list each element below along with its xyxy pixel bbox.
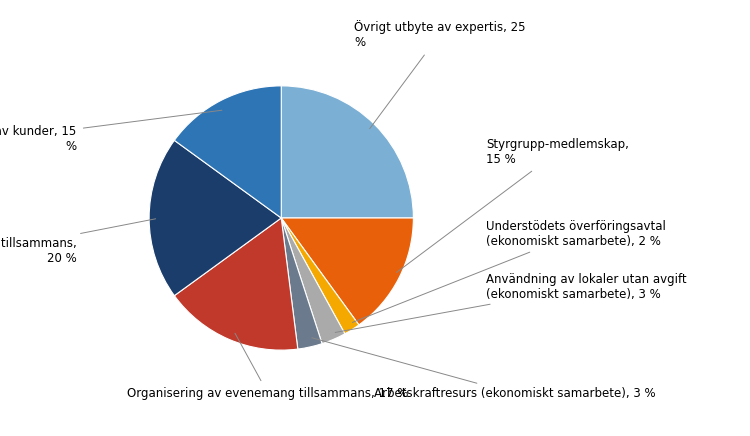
Text: Övrigt utbyte av expertis, 25
%: Övrigt utbyte av expertis, 25 % xyxy=(354,20,526,129)
Wedge shape xyxy=(174,218,298,350)
Wedge shape xyxy=(281,218,359,334)
Wedge shape xyxy=(281,218,322,349)
Text: Användning av lokaler utan avgift
(ekonomiskt samarbete), 3 %: Användning av lokaler utan avgift (ekono… xyxy=(335,272,687,332)
Text: Kommunikation tillsammans,
20 %: Kommunikation tillsammans, 20 % xyxy=(0,219,155,265)
Wedge shape xyxy=(281,86,413,218)
Text: Styrgrupp-medlemskap,
15 %: Styrgrupp-medlemskap, 15 % xyxy=(397,138,629,272)
Text: Arbetskraftresurs (ekonomiskt samarbete), 3 %: Arbetskraftresurs (ekonomiskt samarbete)… xyxy=(312,338,656,400)
Wedge shape xyxy=(281,218,413,325)
Text: Organisering av evenemang tillsammans, 17 %: Organisering av evenemang tillsammans, 1… xyxy=(128,333,409,400)
Wedge shape xyxy=(281,218,345,344)
Text: Understödets överföringsavtal
(ekonomiskt samarbete), 2 %: Understödets överföringsavtal (ekonomisk… xyxy=(352,220,666,323)
Wedge shape xyxy=(149,140,281,296)
Wedge shape xyxy=(174,86,281,218)
Text: Hänvisning av kunder, 15
%: Hänvisning av kunder, 15 % xyxy=(0,110,222,153)
